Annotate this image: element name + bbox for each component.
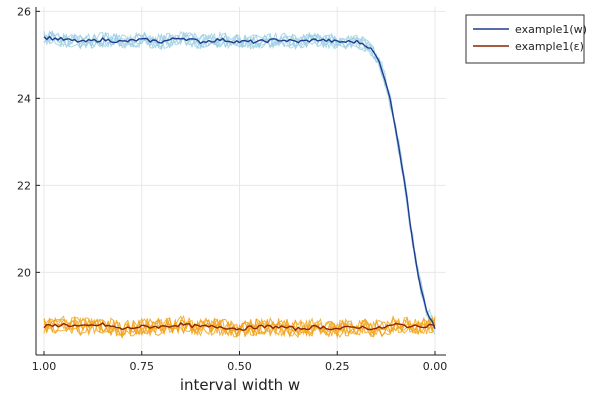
y-tick-label: 26 [17, 5, 31, 18]
y-tick-label: 22 [17, 179, 31, 192]
series-line-2 [43, 321, 436, 332]
series-lines [43, 35, 436, 332]
x-tick-label: 1.00 [32, 360, 57, 373]
sample-trace [43, 30, 436, 332]
legend-box [465, 14, 585, 64]
sample-trace [43, 30, 436, 329]
legend-label: example1(ε) [515, 40, 584, 53]
x-tick-label: 0.75 [130, 360, 155, 373]
x-tick-label: 0.00 [423, 360, 448, 373]
x-axis-label: interval width w [180, 376, 300, 394]
x-tick-label: 0.50 [227, 360, 252, 373]
series-line-1 [43, 35, 436, 330]
legend: example1(w) example1(ε) [465, 14, 587, 64]
x-tick-label: 0.25 [325, 360, 350, 373]
y-tick-label: 20 [17, 266, 31, 279]
grid [36, 7, 446, 355]
y-tick-label: 24 [17, 92, 31, 105]
legend-label: example1(w) [515, 23, 587, 36]
sample-trace [43, 315, 436, 338]
variance-bands [43, 30, 436, 340]
axes: 1.00 0.75 0.50 0.25 0.00 20 22 24 26 [17, 5, 447, 373]
sample-trace [43, 314, 436, 339]
